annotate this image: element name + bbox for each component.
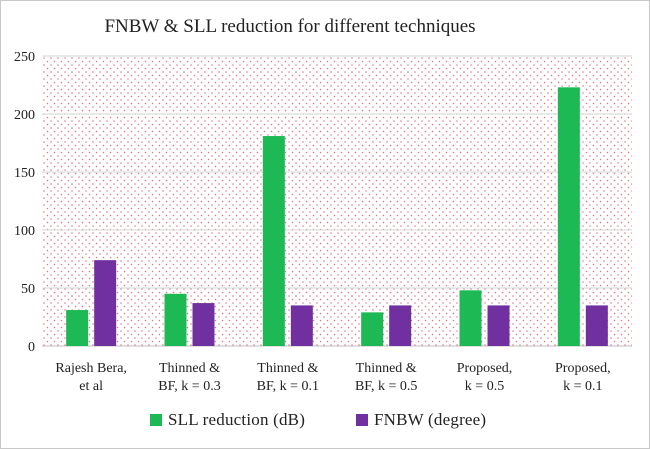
y-tick-label: 50	[21, 282, 35, 297]
bar-sll	[262, 136, 285, 346]
y-tick-label: 100	[14, 224, 35, 239]
y-tick-label: 200	[14, 108, 35, 123]
y-axis-ticks: 0 50 100 150 200 250	[14, 50, 35, 355]
x-tick-label: Proposed, k = 0.1	[555, 361, 611, 394]
x-tick-label: Thinned & BF, k = 0.3	[158, 361, 220, 394]
bar-sll	[361, 312, 384, 346]
legend: SLL reduction (dB) FNBW (degree)	[150, 410, 486, 429]
bar-fnbw	[290, 305, 313, 346]
x-tick-label: Proposed, k = 0.5	[457, 361, 513, 394]
x-tick-label: Thinned & BF, k = 0.5	[355, 361, 417, 394]
bar-fnbw	[585, 305, 608, 346]
y-tick-label: 150	[14, 166, 35, 181]
legend-swatch-fnbw	[356, 414, 368, 426]
bar-fnbw	[94, 260, 117, 346]
y-tick-label: 250	[14, 50, 35, 65]
y-tick-label: 0	[28, 340, 35, 355]
legend-label-fnbw: FNBW (degree)	[374, 410, 486, 429]
bar-sll	[66, 310, 89, 346]
x-tick-label: Thinned & BF, k = 0.1	[257, 361, 319, 394]
chart-title: FNBW & SLL reduction for different techn…	[104, 16, 475, 37]
bar-fnbw	[487, 305, 510, 346]
legend-label-sll: SLL reduction (dB)	[168, 410, 305, 429]
legend-swatch-sll	[150, 414, 162, 426]
bar-sll	[557, 87, 580, 346]
x-axis-ticks: Rajesh Bera, et al Thinned & BF, k = 0.3 Thi…	[55, 361, 610, 394]
bar-fnbw	[192, 303, 215, 346]
gridlines	[42, 55, 632, 347]
bars	[66, 87, 608, 346]
bar-sll	[459, 290, 482, 346]
bar-fnbw	[389, 305, 412, 346]
plot-area	[42, 56, 632, 346]
bar-sll	[164, 293, 187, 346]
x-tick-label: Rajesh Bera, et al	[55, 361, 127, 394]
